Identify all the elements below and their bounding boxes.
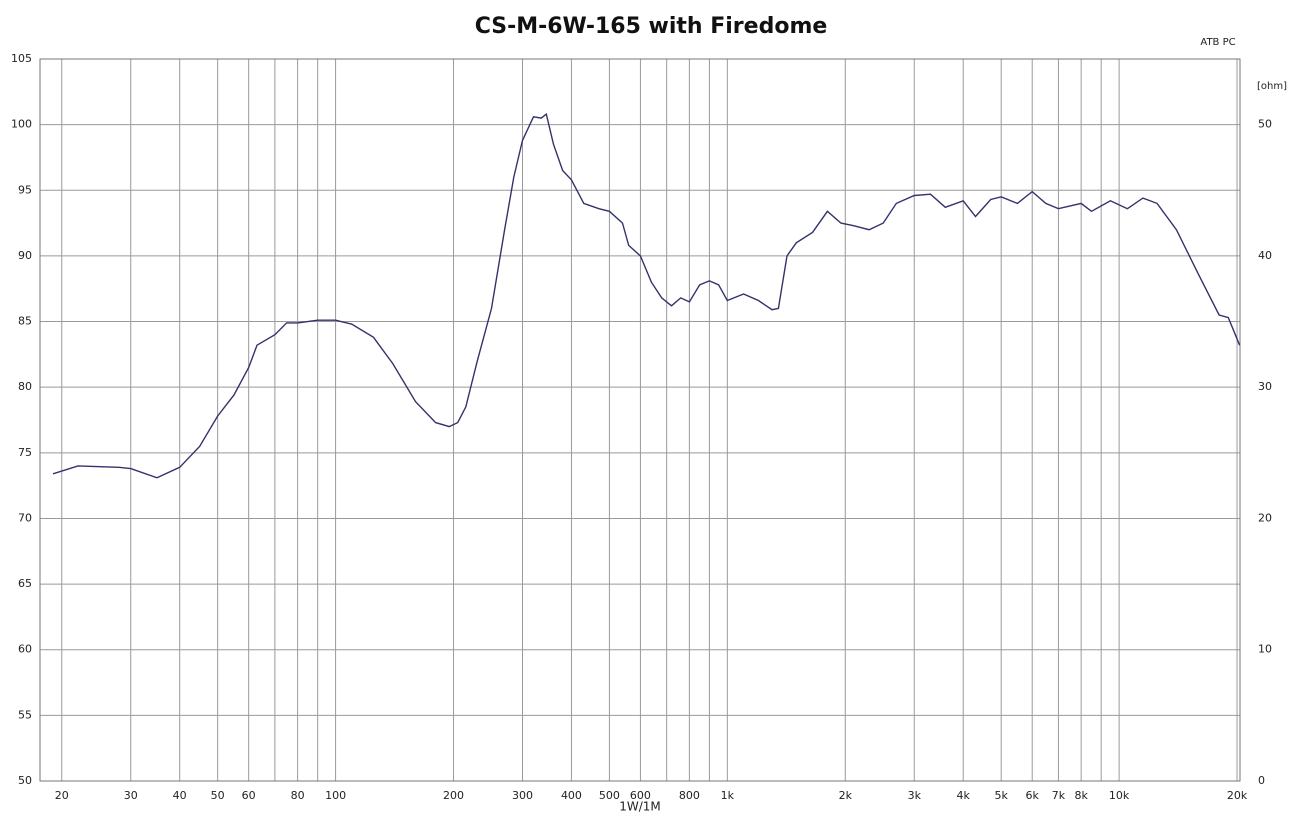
x-tick-label: 30 <box>124 789 138 802</box>
x-tick-label: 500 <box>599 789 620 802</box>
y-tick-label: 105 <box>11 52 32 65</box>
x-tick-label: 7k <box>1052 789 1066 802</box>
x-tick-label: 60 <box>242 789 256 802</box>
x-tick-label: 5k <box>994 789 1008 802</box>
y2-tick-label: 0 <box>1258 774 1265 787</box>
x-tick-label: 800 <box>679 789 700 802</box>
x-tick-label: 10k <box>1109 789 1130 802</box>
x-tick-label: 200 <box>443 789 464 802</box>
response-line <box>52 112 1241 479</box>
x-tick-label: 20 <box>55 789 69 802</box>
x-tick-label: 8k <box>1074 789 1088 802</box>
x-tick-label: 4k <box>957 789 971 802</box>
y2-tick-label: 10 <box>1258 643 1272 656</box>
x-tick-label: 100 <box>325 789 346 802</box>
chart-title: CS-M-6W-165 with Firedome <box>475 14 828 39</box>
x-tick-label: 6k <box>1026 789 1040 802</box>
y-tick-label: 75 <box>18 446 32 459</box>
y-tick-label: 95 <box>18 183 32 196</box>
x-tick-label: 400 <box>561 789 582 802</box>
x-tick-label: 3k <box>908 789 922 802</box>
y-tick-label: 80 <box>18 380 32 393</box>
x-tick-label: 1k <box>721 789 735 802</box>
y-tick-label: 60 <box>18 643 32 656</box>
annotation: ATB PC <box>1200 37 1235 48</box>
y-tick-label: 50 <box>18 774 32 787</box>
y-tick-label: 100 <box>11 118 32 131</box>
y-tick-label: 90 <box>18 249 32 262</box>
y-tick-label: 65 <box>18 577 32 590</box>
y2-tick-label: 40 <box>1258 249 1272 262</box>
x-tick-label: 300 <box>512 789 533 802</box>
x-tick-label: 600 <box>630 789 651 802</box>
y2-tick-label: 20 <box>1258 511 1272 524</box>
y-tick-label: 55 <box>18 708 32 721</box>
x-tick-label: 50 <box>211 789 225 802</box>
x-tick-label: 40 <box>173 789 187 802</box>
y2-tick-label: 30 <box>1258 380 1272 393</box>
y2-axis-label: [ohm] <box>1257 81 1287 92</box>
plot-frame <box>39 58 1241 782</box>
y-tick-label: 85 <box>18 315 32 328</box>
x-tick-label: 80 <box>291 789 305 802</box>
x-tick-label: 20k <box>1227 789 1248 802</box>
y2-tick-label: 50 <box>1258 118 1272 131</box>
y-tick-label: 70 <box>18 511 32 524</box>
x-tick-label: 2k <box>839 789 853 802</box>
x-axis-label: 1W/1M <box>619 800 661 814</box>
